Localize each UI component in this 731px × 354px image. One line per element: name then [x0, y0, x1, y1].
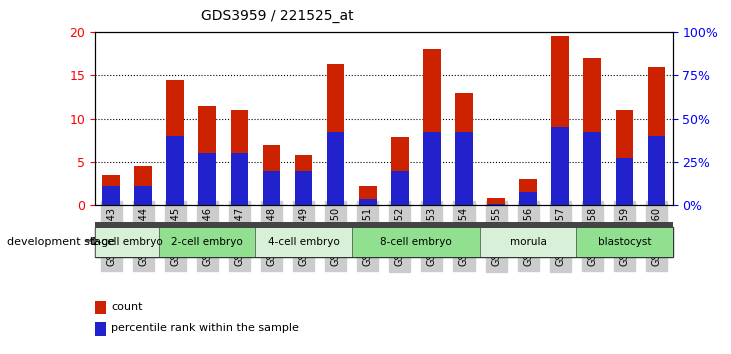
Bar — [167, 80, 184, 205]
Bar — [648, 136, 665, 205]
Bar — [423, 49, 441, 205]
Text: development stage: development stage — [7, 237, 115, 247]
Bar — [295, 171, 312, 205]
Bar — [519, 179, 537, 205]
Bar — [135, 186, 152, 205]
Bar — [583, 58, 601, 205]
Bar — [583, 132, 601, 205]
Bar — [95, 227, 159, 257]
Bar — [391, 137, 409, 205]
Bar — [95, 322, 106, 336]
Bar — [262, 171, 280, 205]
Bar — [102, 175, 120, 205]
Text: 2-cell embryo: 2-cell embryo — [172, 236, 243, 247]
Bar — [199, 153, 216, 205]
Bar — [455, 93, 473, 205]
Text: 8-cell embryo: 8-cell embryo — [380, 236, 452, 247]
Text: count: count — [111, 302, 143, 312]
Bar — [295, 155, 312, 205]
Bar — [519, 192, 537, 205]
Bar — [135, 166, 152, 205]
Bar — [551, 36, 569, 205]
Bar — [159, 227, 255, 257]
Bar — [480, 227, 576, 257]
Bar — [255, 227, 352, 257]
Text: percentile rank within the sample: percentile rank within the sample — [111, 323, 300, 333]
Bar — [359, 186, 376, 205]
Bar — [199, 105, 216, 205]
Bar — [488, 198, 505, 205]
Bar — [102, 186, 120, 205]
Bar — [391, 171, 409, 205]
Bar — [455, 132, 473, 205]
Bar — [423, 132, 441, 205]
Bar — [359, 199, 376, 205]
Bar — [576, 227, 673, 257]
Bar — [230, 153, 249, 205]
Bar — [648, 67, 665, 205]
Bar — [551, 127, 569, 205]
Bar — [616, 110, 633, 205]
Text: morula: morula — [510, 236, 547, 247]
Text: 1-cell embryo: 1-cell embryo — [91, 236, 163, 247]
Text: GDS3959 / 221525_at: GDS3959 / 221525_at — [202, 9, 354, 23]
Bar — [167, 136, 184, 205]
Bar — [262, 144, 280, 205]
Bar — [230, 110, 249, 205]
Bar — [327, 64, 344, 205]
Bar — [488, 204, 505, 205]
Bar — [327, 132, 344, 205]
Text: 4-cell embryo: 4-cell embryo — [268, 236, 339, 247]
Bar — [95, 301, 106, 314]
Bar — [616, 159, 633, 205]
Bar — [352, 227, 480, 257]
Text: blastocyst: blastocyst — [598, 236, 651, 247]
